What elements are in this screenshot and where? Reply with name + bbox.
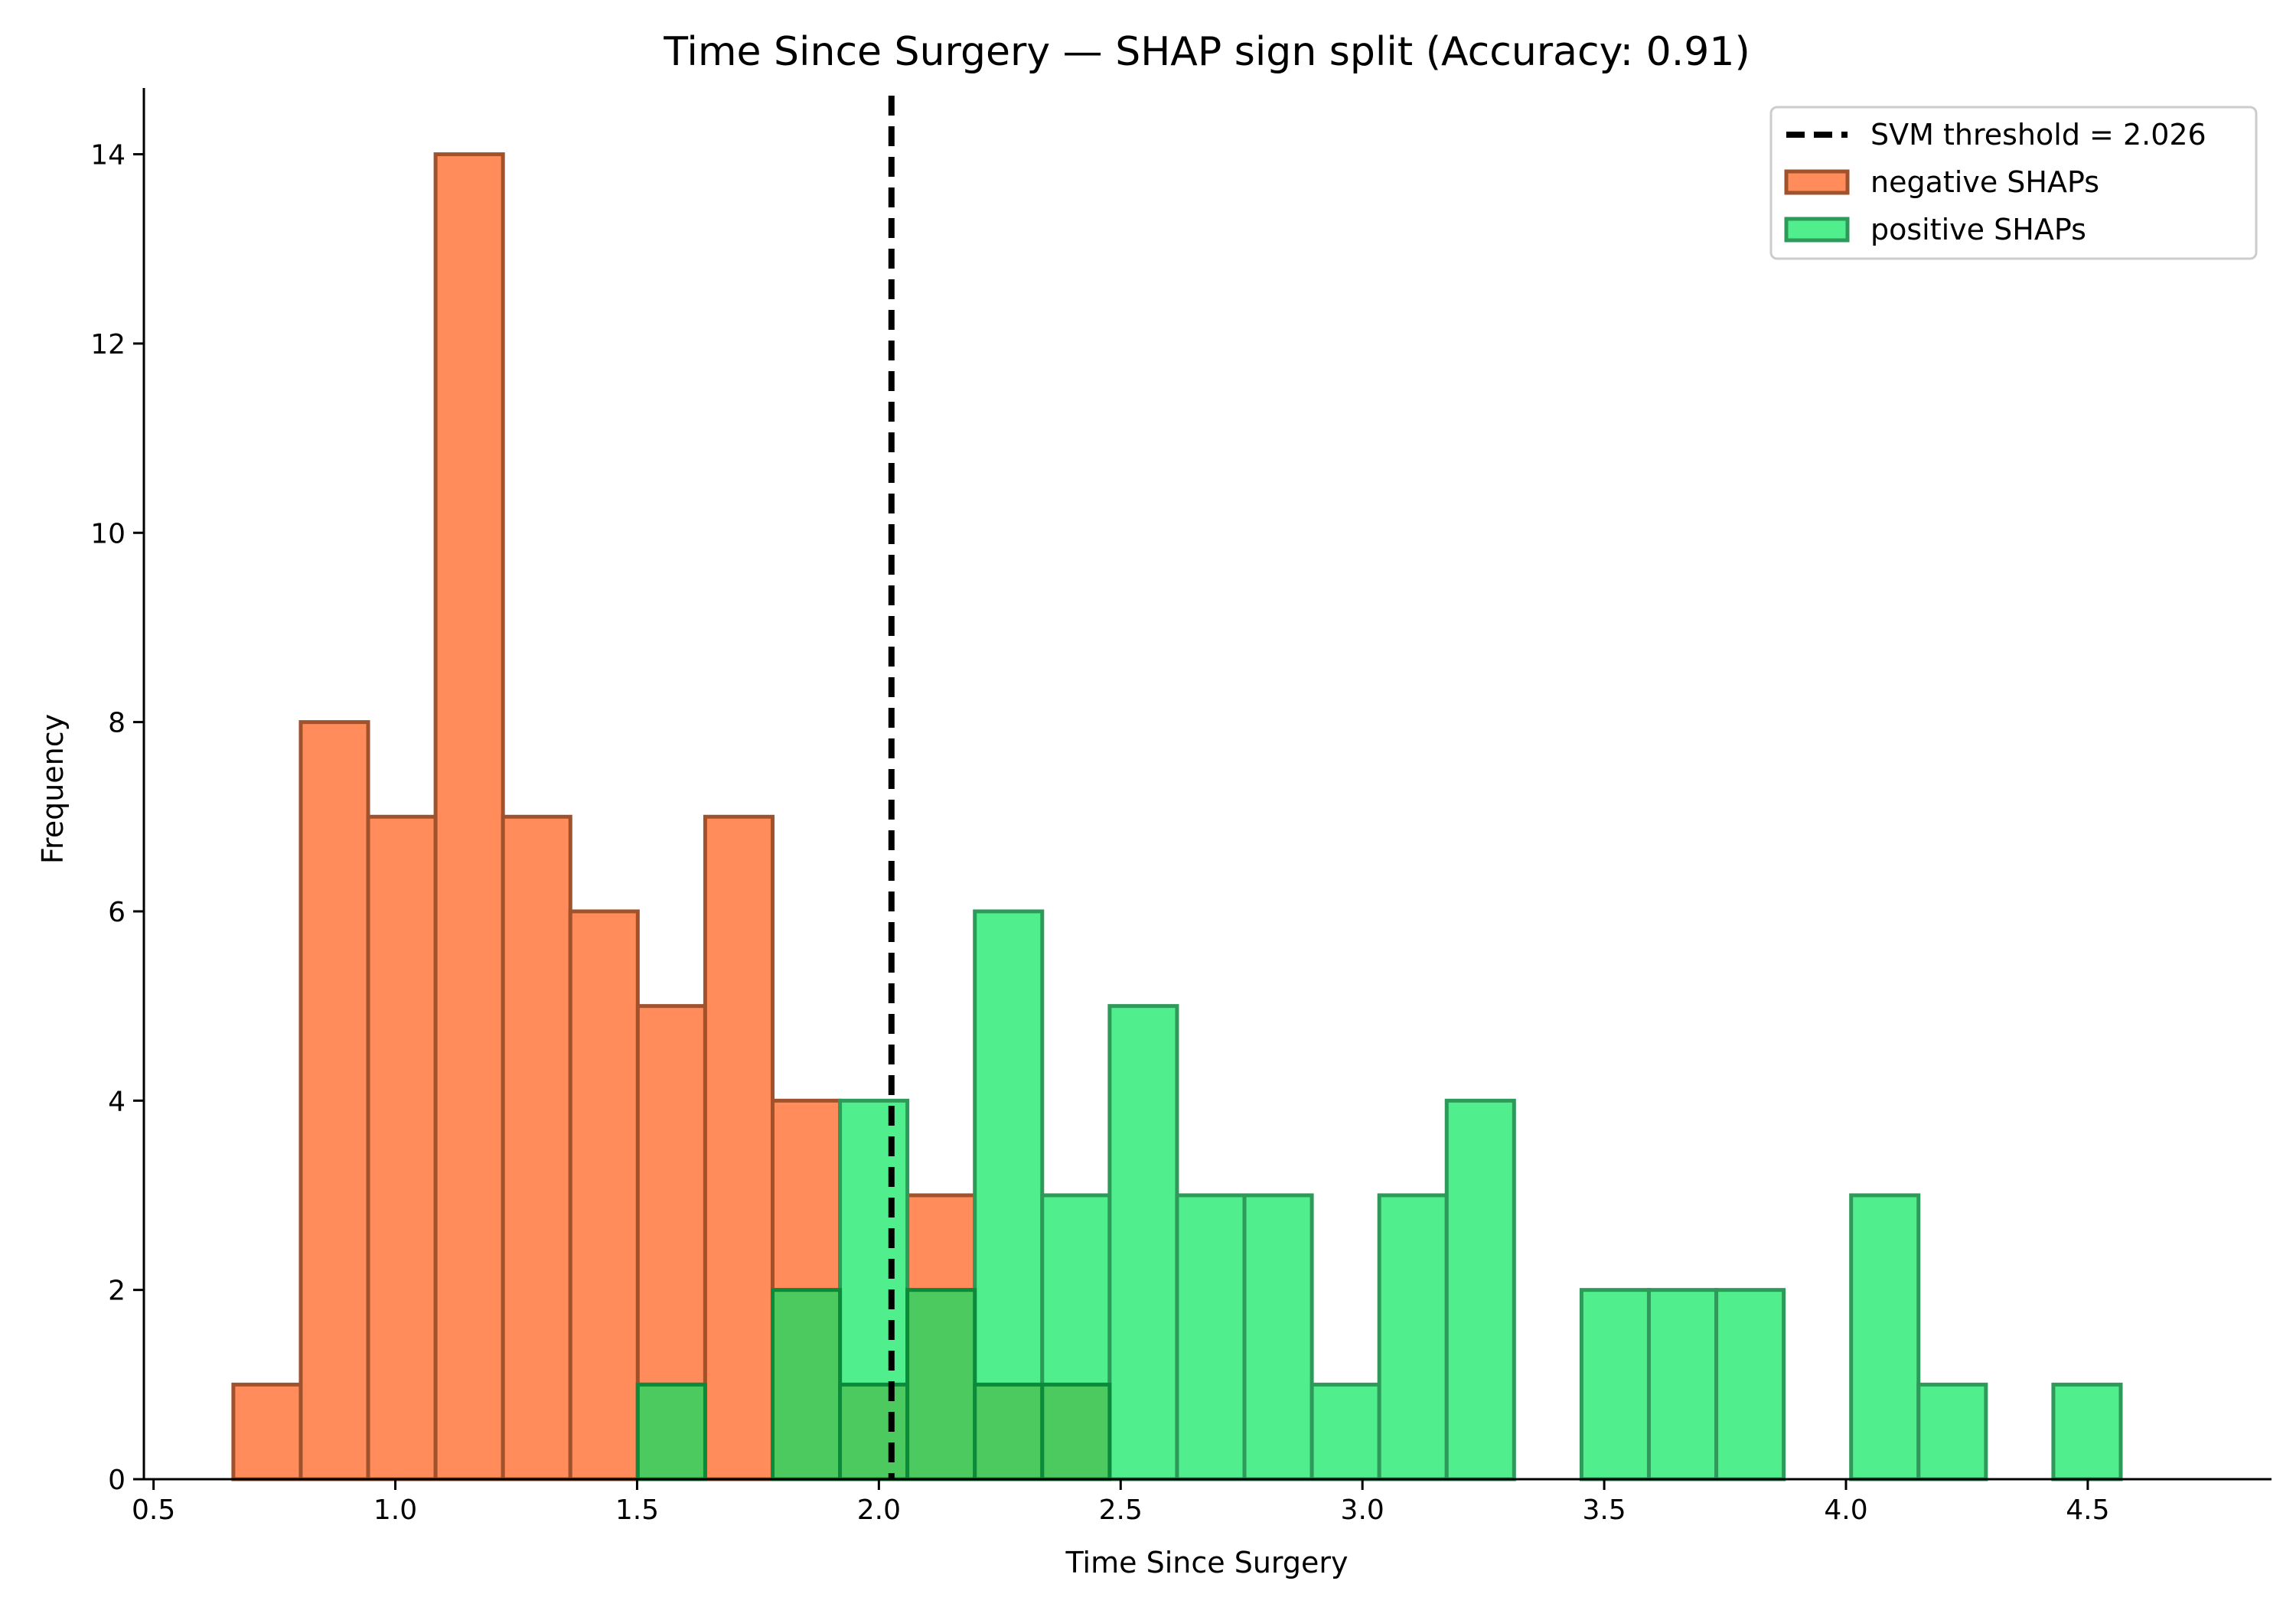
y-tick-label-2: 4 [108,1086,126,1117]
positive-bar-20 [1579,1288,1651,1482]
negative-bar-1 [298,720,370,1482]
positive-bar-21 [1646,1288,1719,1482]
negative-bar-4 [501,814,572,1482]
y-tick-label-4: 8 [108,708,126,739]
overlap-bar-3 [905,1288,977,1482]
x-tick-label-0: 0.5 [132,1495,175,1526]
overlap-bar-2 [838,1382,910,1482]
x-tick-label-5: 3.0 [1341,1495,1384,1526]
positive-bar-18 [1444,1098,1516,1482]
positive-bar-27 [2051,1382,2123,1482]
positive-bar-14 [1175,1193,1247,1482]
negative-bar-3 [433,152,505,1482]
positive-bar-24 [1849,1193,1921,1482]
x-axis-label: Time Since Surgery [1065,1546,1349,1579]
x-tick-label-8: 4.5 [2066,1495,2109,1526]
x-tick-label-6: 3.5 [1582,1495,1626,1526]
y-tick-label-6: 12 [90,329,126,360]
overlap-bar-1 [770,1288,843,1482]
bars-layer [231,152,2123,1482]
x-tick-label-1: 1.0 [373,1495,417,1526]
y-axis-label: Frequency [36,714,70,864]
negative-bar-5 [568,909,640,1482]
y-tick-label-0: 0 [108,1465,126,1496]
negative-bar-2 [366,814,438,1482]
overlap-bar-4 [973,1382,1045,1482]
legend-label-0: SVM threshold = 2.026 [1870,118,2206,152]
chart-title: Time Since Surgery — SHAP sign split (Ac… [663,29,1750,75]
positive-bar-22 [1714,1288,1786,1482]
legend-swatch-1 [1784,169,1850,195]
negative-bar-7 [703,814,775,1482]
legend-label-2: positive SHAPs [1870,213,2086,246]
x-tick-label-7: 4.0 [1824,1495,1867,1526]
overlap-bar-5 [1040,1382,1112,1482]
y-tick-label-1: 2 [108,1276,126,1307]
negative-bar-0 [231,1382,303,1482]
positive-bar-15 [1242,1193,1314,1482]
overlap-layer [635,1288,1112,1482]
positive-bar-13 [1107,1004,1179,1482]
legend-swatch-2 [1784,217,1850,243]
y-tick-label-5: 10 [90,518,126,549]
overlap-bar-0 [635,1382,707,1482]
x-tick-label-4: 2.5 [1099,1495,1143,1526]
axes-layer: 0.5 1.0 1.5 2.0 2.5 3.0 3.5 4.0 4.5 0 2 4 6 8 10 12 14 [90,88,2272,1526]
legend-box [1769,106,2258,260]
positive-bar-25 [1916,1382,1988,1482]
y-tick-label-7: 14 [90,140,126,171]
x-tick-label-2: 1.5 [615,1495,659,1526]
positive-bar-17 [1377,1193,1449,1482]
legend: SVM threshold = 2.026 negative SHAPs posit… [1769,106,2258,260]
positive-bar-16 [1309,1382,1381,1482]
y-tick-label-3: 6 [108,897,126,928]
legend-label-1: negative SHAPs [1870,165,2099,199]
x-tick-label-3: 2.0 [857,1495,901,1526]
